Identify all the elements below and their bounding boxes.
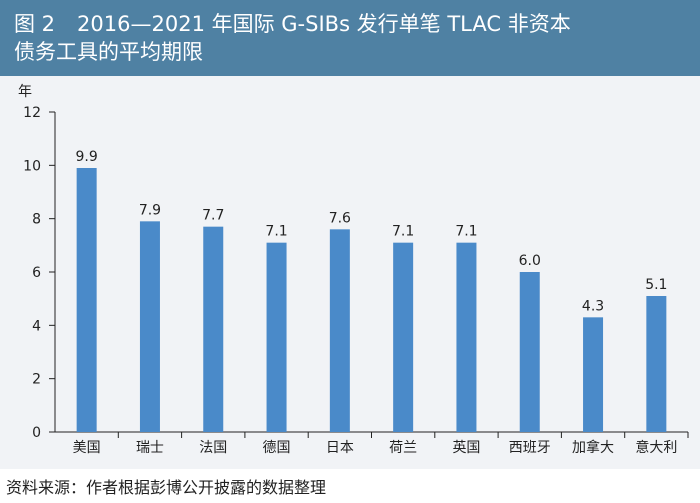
x-tick-label: 法国: [199, 440, 227, 456]
bar-chart: 年 0 2 4 6 8 10 12 9.9 美国 7.9 瑞士 7.7 法国 7.1 德国 7.6 日本 7.1 荷兰…: [18, 84, 689, 456]
bar-value-label: 6.0: [519, 253, 541, 269]
bar-value-label: 7.1: [392, 224, 414, 240]
bar-value-label: 4.3: [582, 298, 604, 314]
x-tick-label: 日本: [326, 440, 354, 456]
bar: [456, 242, 477, 432]
bar-value-label: 5.1: [645, 277, 667, 293]
title-line-2: 债务工具的平均期限: [14, 38, 686, 66]
y-tick-label: 0: [32, 425, 41, 441]
source-note: 资料来源：作者根据彭博公开披露的数据整理: [6, 478, 327, 497]
bar: [583, 317, 604, 432]
figure-title-2: 债务工具的平均期限: [14, 40, 203, 64]
bar: [646, 296, 667, 432]
y-tick-label: 12: [23, 105, 41, 121]
y-tick-label: 4: [32, 318, 41, 334]
figure-title-1: 2016—2021 年国际 G-SIBs 发行单笔 TLAC 非资本: [77, 12, 571, 36]
x-tick-label: 西班牙: [509, 440, 551, 456]
bar: [519, 272, 540, 432]
bar-value-label: 7.1: [265, 224, 287, 240]
bar-value-label: 9.9: [76, 149, 98, 165]
bar-value-label: 7.6: [329, 210, 351, 226]
bar-value-label: 7.9: [139, 202, 161, 218]
title-line-1: 图 2 2016—2021 年国际 G-SIBs 发行单笔 TLAC 非资本: [14, 10, 686, 38]
y-axis-unit-label: 年: [18, 84, 32, 100]
bar: [393, 242, 414, 432]
bar-value-label: 7.1: [455, 224, 477, 240]
x-tick-label: 德国: [263, 440, 291, 456]
bar-value-label: 7.7: [202, 208, 224, 224]
figure-label: 图 2: [14, 12, 56, 36]
x-tick-label: 意大利: [635, 439, 677, 456]
y-tick-label: 6: [32, 265, 41, 281]
x-tick-label: 英国: [452, 439, 480, 456]
x-tick-label: 瑞士: [136, 440, 164, 456]
bar: [203, 226, 224, 432]
bar: [76, 168, 97, 432]
x-tick-label: 荷兰: [389, 440, 417, 456]
bar: [139, 221, 160, 432]
y-tick-label: 8: [32, 212, 41, 228]
x-tick-label: 美国: [73, 440, 101, 456]
bar: [329, 229, 350, 432]
y-tick-label: 10: [23, 158, 41, 174]
y-tick-label: 2: [32, 372, 41, 388]
chart-area: 年 0 2 4 6 8 10 12 9.9 美国 7.9 瑞士 7.7 法国 7.1 德国 7.6 日本 7.1 荷兰…: [0, 76, 700, 469]
bar: [266, 242, 287, 432]
x-tick-label: 加拿大: [572, 439, 614, 456]
title-bar: 图 2 2016—2021 年国际 G-SIBs 发行单笔 TLAC 非资本 债务…: [0, 0, 700, 76]
